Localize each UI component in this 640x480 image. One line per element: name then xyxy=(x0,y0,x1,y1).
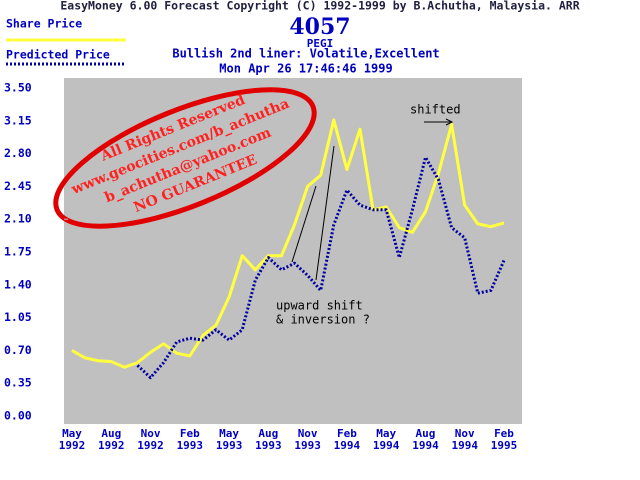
date: Mon Apr 26 17:46:46 1999 xyxy=(219,62,392,76)
x-tick-label: Nov 1993 xyxy=(294,427,321,452)
arrow xyxy=(315,145,335,281)
plot-area xyxy=(64,78,522,424)
x-tick-label: Aug 1993 xyxy=(255,427,282,452)
series-line xyxy=(71,118,505,369)
chart-title: EasyMoney 6.00 Forecast Copyright (C) 19… xyxy=(60,0,579,13)
legend-label: Predicted Price xyxy=(6,48,110,62)
arrow-head xyxy=(445,118,454,126)
annotation: shifted xyxy=(410,103,461,117)
y-tick-label: 3.15 xyxy=(4,113,32,127)
y-tick-label: 2.45 xyxy=(4,179,32,193)
watermark-ellipse xyxy=(53,87,317,229)
y-tick-label: 0.35 xyxy=(4,376,32,390)
annotation: & inversion ? xyxy=(276,313,370,327)
y-tick-label: 3.50 xyxy=(4,81,32,95)
x-tick-label: Feb 1995 xyxy=(490,427,518,452)
stock-name: PEGI xyxy=(307,37,334,50)
x-tick-label: Nov 1992 xyxy=(137,427,164,452)
x-tick-label: Feb 1993 xyxy=(176,427,204,452)
y-tick-label: 1.05 xyxy=(4,310,32,324)
series-line xyxy=(136,155,506,380)
y-tick-label: 1.40 xyxy=(4,277,32,291)
x-tick-label: Aug 1994 xyxy=(412,427,439,452)
x-tick-label: Nov 1994 xyxy=(451,427,478,452)
y-tick-label: 2.10 xyxy=(4,212,32,226)
x-tick-label: Aug 1992 xyxy=(98,427,125,452)
x-tick-label: May 1994 xyxy=(372,427,400,452)
annotation: upward shift xyxy=(276,299,363,313)
y-tick-label: 2.80 xyxy=(4,146,32,160)
y-tick-label: 0.70 xyxy=(4,343,32,357)
y-tick-label: 1.75 xyxy=(4,245,32,259)
x-tick-label: Feb 1994 xyxy=(333,427,361,452)
arrow xyxy=(291,185,317,263)
x-tick-label: May 1992 xyxy=(58,427,86,452)
subtitle: Bullish 2nd liner: Volatile,Excellent xyxy=(172,47,439,61)
stock-code: 4057 xyxy=(289,14,350,40)
y-tick-label: 0.00 xyxy=(4,409,32,423)
legend-label: Share Price xyxy=(6,17,82,31)
x-tick-label: May 1993 xyxy=(215,427,243,452)
